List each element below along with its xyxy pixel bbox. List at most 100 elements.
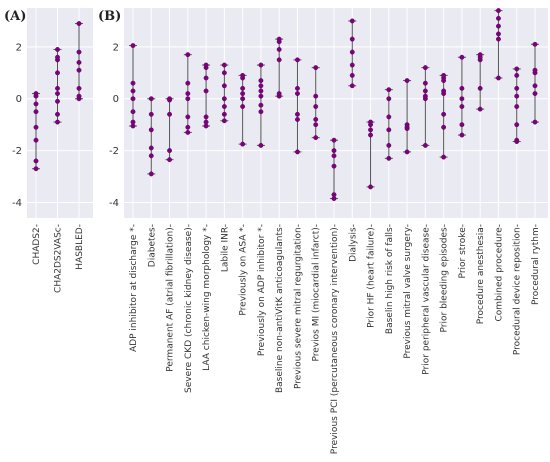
data-point [331, 153, 337, 159]
data-point [295, 111, 300, 117]
data-point [514, 137, 520, 143]
data-point [404, 78, 410, 84]
data-point [386, 155, 392, 161]
x-tick-label: Labile INR- [220, 224, 230, 272]
data-point [55, 70, 60, 76]
data-point [185, 114, 191, 120]
data-point [331, 148, 337, 154]
data-point [130, 80, 136, 86]
data-point [276, 47, 282, 52]
x-tick-label: Dialysis- [348, 224, 358, 262]
data-point [404, 149, 410, 155]
data-point [459, 96, 465, 102]
data-point [496, 15, 501, 21]
data-point [532, 119, 538, 125]
data-point [55, 111, 60, 117]
data-point [459, 104, 465, 109]
data-point [349, 72, 355, 78]
data-point [422, 142, 428, 148]
data-point [276, 91, 282, 97]
data-point [532, 41, 538, 47]
data-point [276, 36, 282, 42]
x-tick-label: Permanent AF (atrial fibrillation)- [166, 224, 176, 372]
data-point [76, 49, 82, 55]
data-point [514, 93, 520, 99]
x-tick-label: Procedural rythm- [531, 224, 541, 305]
x-tick-label: Baseline non-antiVitK anticoagulants- [275, 224, 285, 393]
x-tick-label: Prior HF (heart failure)- [367, 224, 377, 328]
panel-b: (B) -4 -2 0 2 ADP inhibitor at discharge *- Di… [98, 8, 548, 454]
data-point [76, 67, 82, 73]
data-point [368, 184, 373, 190]
data-point [349, 18, 355, 24]
data-point [185, 80, 191, 86]
x-tick-label: Previous mitral valve surgery- [403, 224, 413, 359]
x-tick-label: Previos MI (miocardial infarct)- [312, 224, 322, 361]
data-point [167, 148, 172, 154]
data-point [258, 109, 264, 115]
data-point [130, 109, 136, 115]
data-point [148, 145, 154, 151]
data-point [76, 59, 82, 65]
data-point [185, 124, 191, 130]
x-tick-label: HASBLED- [75, 224, 85, 270]
data-point [55, 98, 60, 104]
data-point [55, 47, 60, 52]
data-point [349, 83, 355, 89]
data-point [185, 96, 191, 102]
x-tick-label: CHADS2- [32, 224, 42, 265]
data-point [331, 163, 337, 169]
data-point [295, 117, 300, 122]
data-point [422, 65, 428, 71]
x-tick-label: Procedural device reposition- [513, 224, 523, 355]
data-point [313, 135, 319, 141]
x-tick-label: ADP inhibitor at discharge *- [129, 224, 139, 352]
data-point [76, 93, 82, 99]
x-tick-label: Combined procedure- [494, 224, 504, 322]
x-tick-label: Prior stroke- [458, 224, 468, 278]
data-point [313, 122, 319, 128]
data-point [532, 83, 538, 89]
data-point [514, 66, 520, 72]
data-point [441, 154, 447, 160]
data-point [386, 96, 392, 102]
data-point [459, 132, 465, 138]
data-point [240, 104, 246, 109]
data-point [496, 8, 501, 14]
data-point [477, 52, 483, 58]
x-tick-label: Prior bleeding episodes- [440, 224, 450, 332]
data-point [167, 111, 172, 117]
data-point [167, 157, 172, 163]
data-point [55, 54, 60, 60]
data-point [55, 85, 60, 91]
data-point [148, 153, 154, 159]
data-point [496, 23, 501, 29]
data-point [221, 111, 227, 117]
y-tick-label: -2 [109, 146, 119, 157]
data-point [404, 122, 410, 128]
data-point [532, 67, 538, 73]
data-point [33, 158, 39, 164]
data-point [258, 88, 264, 94]
x-tick-label: Severe CKD (chronic kidney disease)- [184, 224, 194, 393]
data-point [55, 119, 60, 125]
data-point [258, 83, 264, 89]
data-point [33, 91, 39, 97]
data-point [33, 109, 39, 115]
data-point [514, 85, 520, 91]
data-point [386, 87, 392, 93]
data-point [185, 91, 191, 97]
data-point [295, 149, 300, 155]
x-tick-label: Diabetes- [147, 224, 157, 267]
data-point [167, 96, 172, 102]
data-point [258, 78, 264, 84]
data-point [55, 91, 60, 97]
data-point [76, 21, 82, 27]
data-point [313, 65, 319, 71]
data-point [514, 104, 520, 109]
data-point [313, 117, 319, 122]
data-point [240, 72, 246, 78]
x-tick-label: CHA2DS2VASc- [54, 224, 64, 293]
data-point [514, 122, 520, 128]
